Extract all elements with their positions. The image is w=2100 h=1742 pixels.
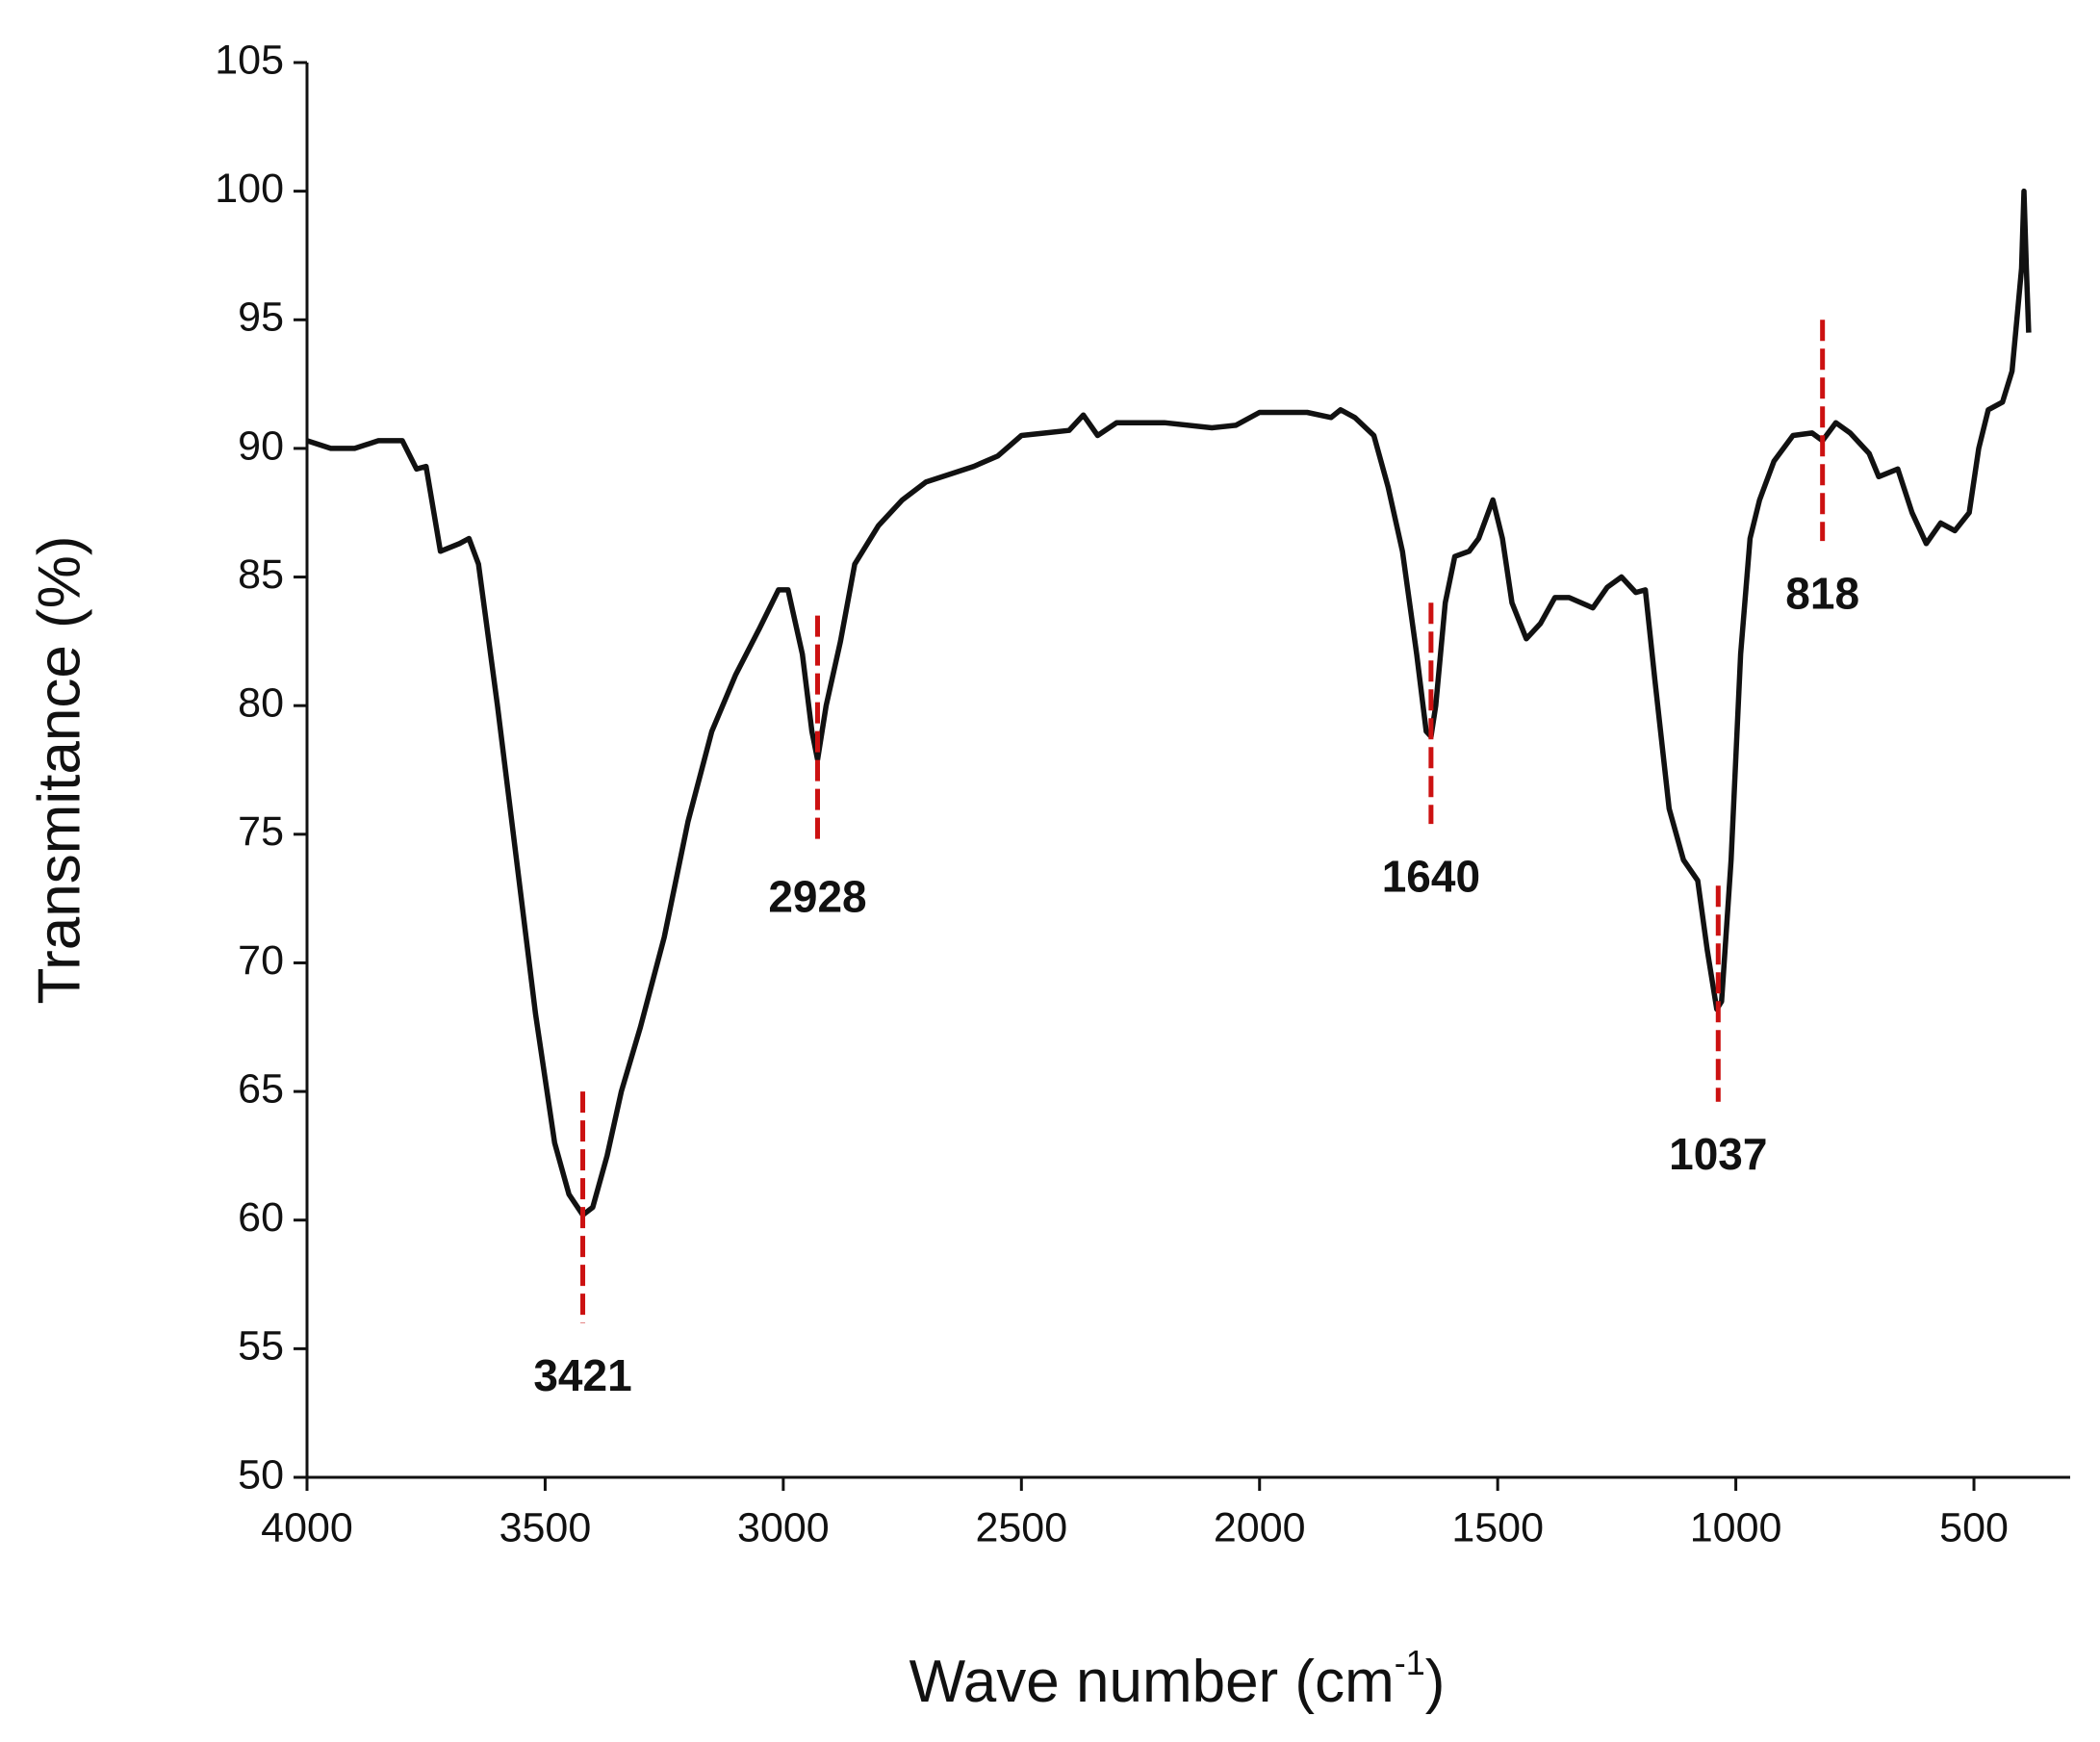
x-axis-label-end: ) (1425, 1649, 1446, 1715)
y-tick-label: 50 (238, 1451, 284, 1498)
peak-label: 3421 (533, 1350, 631, 1400)
x-tick-label: 2500 (975, 1504, 1067, 1550)
y-tick-label: 95 (238, 295, 284, 341)
y-axis-label: Transmitance (%) (26, 536, 92, 1005)
peak-label: 1640 (1382, 851, 1480, 901)
y-tick-label: 100 (215, 166, 284, 212)
y-tick-label: 80 (238, 680, 284, 727)
y-tick-label: 65 (238, 1065, 284, 1112)
x-tick-label: 3000 (737, 1504, 830, 1550)
y-tick-label: 55 (238, 1323, 284, 1370)
peak-label: 818 (1785, 568, 1859, 618)
x-tick-label: 1500 (1451, 1504, 1544, 1550)
x-axis-label: Wave number (cm-1) (909, 1643, 1446, 1716)
spectrum-line (306, 188, 2032, 1218)
peak-label: 2928 (768, 872, 866, 922)
x-tick-label: 500 (1939, 1504, 2009, 1550)
x-tick-label: 4000 (261, 1504, 353, 1550)
y-tick-label: 105 (215, 37, 284, 83)
y-tick-label: 90 (238, 423, 284, 469)
x-axis-label-main: Wave number (cm (909, 1649, 1395, 1715)
y-tick-label: 75 (238, 808, 284, 855)
x-axis-label-sup: -1 (1395, 1643, 1425, 1682)
y-tick-label: 70 (238, 937, 284, 984)
y-tick-label: 60 (238, 1194, 284, 1241)
x-tick-label: 1000 (1690, 1504, 1782, 1550)
x-tick-label: 2000 (1214, 1504, 1306, 1550)
y-tick-label: 85 (238, 551, 284, 598)
x-tick-label: 3500 (499, 1504, 592, 1550)
peak-label: 1037 (1669, 1129, 1767, 1179)
